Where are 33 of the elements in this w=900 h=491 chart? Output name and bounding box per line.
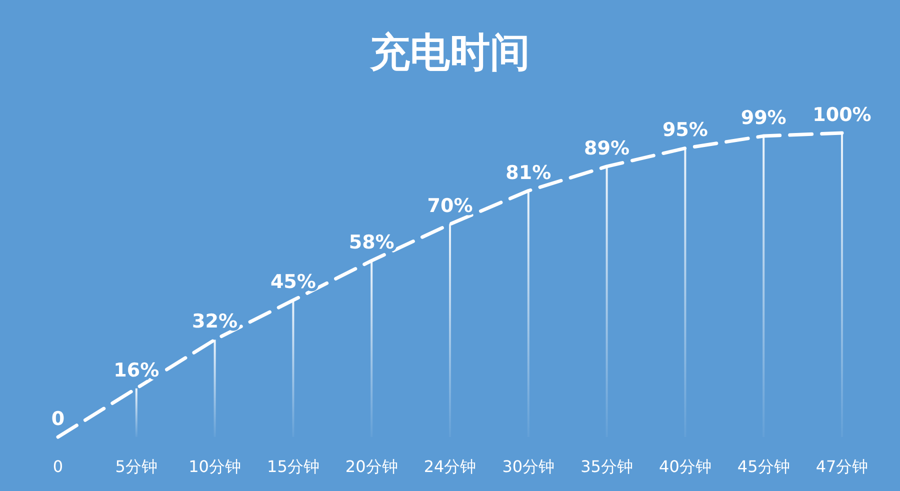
bar xyxy=(292,300,294,437)
data-label: 95% xyxy=(662,119,708,142)
bar xyxy=(527,190,530,437)
chart-title: 充电时间 xyxy=(369,30,530,76)
bar xyxy=(214,340,216,437)
bar xyxy=(370,260,373,437)
x-tick-label: 45分钟 xyxy=(737,457,790,476)
data-label: 32% xyxy=(192,310,238,333)
data-label: 45% xyxy=(270,271,316,294)
bar xyxy=(606,166,608,437)
x-tick-label: 15分钟 xyxy=(267,457,320,476)
data-label: 89% xyxy=(584,137,630,160)
x-tick-label: 47分钟 xyxy=(816,457,868,476)
bar xyxy=(762,136,765,437)
x-tick-label: 30分钟 xyxy=(502,457,555,476)
data-label: 58% xyxy=(348,232,394,254)
data-label: 99% xyxy=(740,107,786,130)
data-label: 81% xyxy=(506,162,552,184)
x-tick-label: 24分钟 xyxy=(424,457,476,476)
x-tick-label: 10分钟 xyxy=(188,457,241,476)
x-tick-label: 35分钟 xyxy=(580,457,633,476)
data-label: 16% xyxy=(114,359,160,382)
data-label: 0 xyxy=(51,408,65,430)
data-label: 100% xyxy=(812,104,872,126)
bar xyxy=(449,224,451,437)
bar xyxy=(684,148,686,437)
data-label: 70% xyxy=(427,195,473,218)
bar xyxy=(135,388,138,437)
x-tick-label: 40分钟 xyxy=(659,457,712,476)
x-tick-label: 0 xyxy=(52,457,64,476)
x-tick-label: 5分钟 xyxy=(115,457,158,476)
x-tick-label: 20分钟 xyxy=(345,457,398,476)
bar xyxy=(841,133,843,437)
